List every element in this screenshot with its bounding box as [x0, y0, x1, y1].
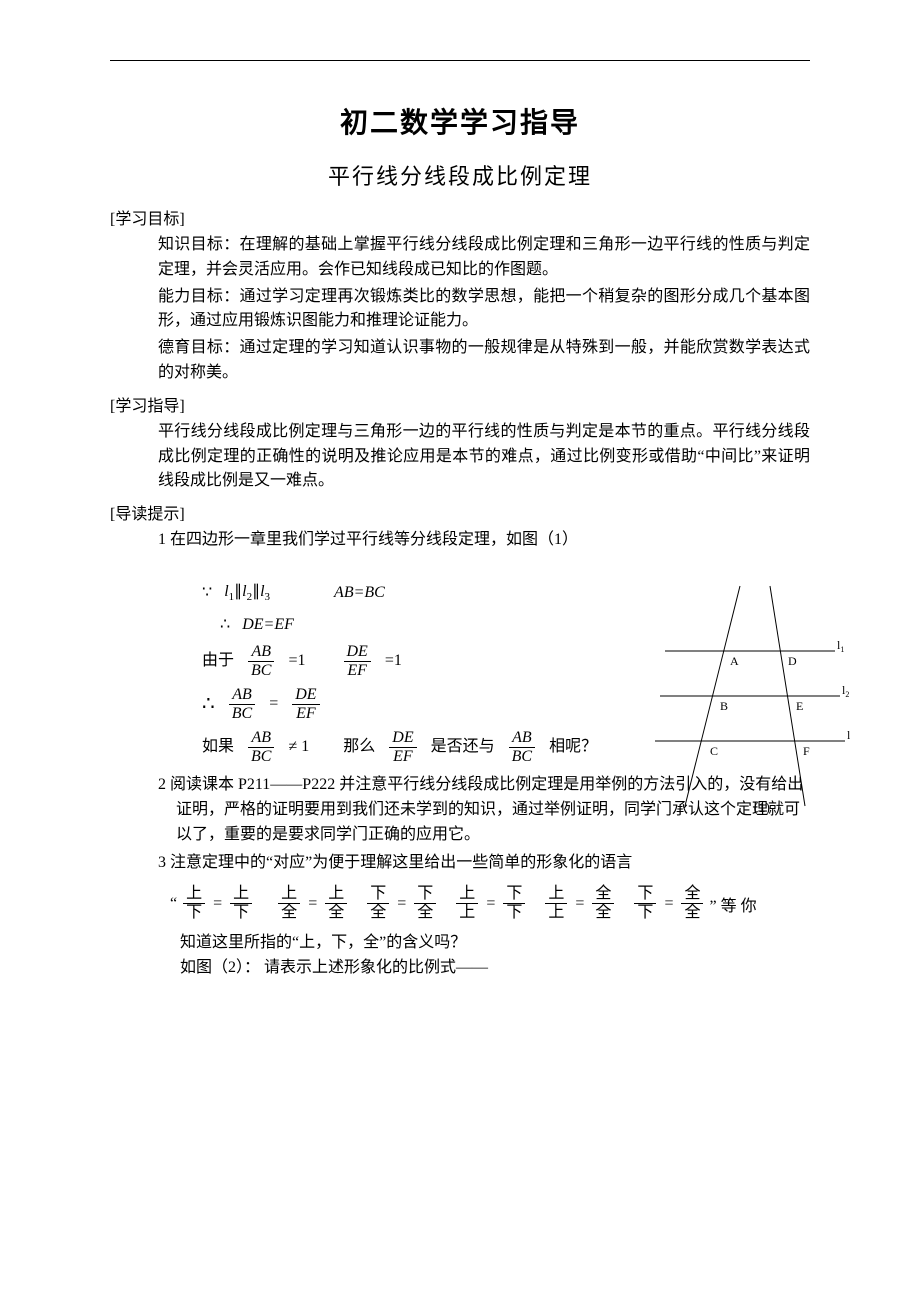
eq1b: =1	[385, 650, 402, 672]
label-E: E	[796, 699, 803, 713]
ratio-1l: 上下	[183, 886, 205, 921]
label-C: C	[710, 744, 718, 758]
figure-1: A B C D E F l1 l2 l3	[630, 581, 850, 841]
then-text: 那么	[343, 736, 375, 758]
top-horizontal-rule	[110, 60, 810, 61]
ratio-5r: 全全	[592, 886, 614, 921]
label-A: A	[730, 654, 739, 668]
figure-1-caption: (1)	[754, 801, 770, 817]
ratio-6r: 全全	[681, 886, 703, 921]
ratio-4l: 上上	[456, 886, 478, 921]
goal-ability: 能力目标：通过学习定理再次锻炼类比的数学思想，能把一个稍复杂的图形分成几个基本图…	[158, 285, 810, 335]
label-B: B	[720, 699, 728, 713]
since-text: 由于	[202, 650, 234, 672]
ratio-3r: 下全	[414, 886, 436, 921]
guide-p1: 平行线分线段成比例定理与三角形一边的平行线的性质与判定是本节的重点。平行线分线段…	[158, 420, 810, 494]
if-text: 如果	[202, 736, 234, 758]
because-symbol: ∵	[202, 582, 212, 604]
ab-eq-bc: AB=BC	[334, 582, 385, 604]
math-derivation: ∵ l1∥l2∥l3 AB=BC ∴ DE=EF 由于 ABBC =1 DEEF…	[202, 581, 632, 765]
frac-de-ef-3: DEEF	[389, 730, 416, 765]
neq-1: ≠ 1	[288, 736, 309, 758]
parallel-statement: l1∥l2∥l3	[224, 581, 270, 606]
tail-question-1: 知道这里所指的“上，下，全”的含义吗？	[180, 931, 810, 956]
open-quote: “	[170, 895, 177, 913]
ratio-2l: 上全	[278, 886, 300, 921]
frac-de-ef-1: DEEF	[344, 644, 371, 679]
goals-body: 知识目标：在理解的基础上掌握平行线分线段成比例定理和三角形一边平行线的性质与判定…	[158, 233, 810, 386]
label-l2: l2	[842, 683, 849, 699]
label-l3: l3	[847, 728, 850, 744]
eq-sign: =	[269, 693, 278, 715]
goal-moral: 德育目标：通过定理的学习知道认识事物的一般规律是从特殊到一般，并能欣赏数学表达式…	[158, 336, 810, 386]
section-guide-label: [学习指导]	[110, 392, 810, 416]
therefore-symbol-1: ∴	[220, 614, 230, 636]
tail-question-2: 如图（2）： 请表示上述形象化的比例式——	[180, 956, 810, 981]
section-goals-label: [学习目标]	[110, 205, 810, 229]
eq1a: =1	[288, 650, 305, 672]
de-eq-ef: DE=EF	[242, 614, 294, 636]
document-subtitle: 平行线分线段成比例定理	[110, 159, 810, 191]
goal-knowledge: 知识目标：在理解的基础上掌握平行线分线段成比例定理和三角形一边平行线的性质与判定…	[158, 233, 810, 283]
label-F: F	[803, 744, 810, 758]
ratio-5l: 上上	[545, 886, 567, 921]
section-read-label: [导读提示]	[110, 500, 810, 524]
document-title: 初二数学学习指导	[110, 101, 810, 141]
label-l1: l1	[837, 638, 844, 654]
ratio-4r: 下下	[503, 886, 525, 921]
ratio-6l: 下下	[634, 886, 656, 921]
guide-body: 平行线分线段成比例定理与三角形一边的平行线的性质与判定是本节的重点。平行线分线段…	[158, 420, 810, 494]
frac-ab-bc-3: ABBC	[248, 730, 274, 765]
ratio-1r: 上下	[230, 886, 252, 921]
still-with-text: 是否还与	[431, 736, 495, 758]
ratio-expressions: “ 上下 = 上下 上全 = 上全 下全 = 下全 上上 = 下下 上上 = 全…	[170, 886, 810, 921]
frac-ab-bc-4: ABBC	[509, 730, 535, 765]
close-quote-etc: ” 等 你	[709, 892, 756, 916]
read-item-3: 3 注意定理中的“对应”为便于理解这里给出一些简单的形象化的语言	[158, 851, 810, 876]
ratio-2r: 上全	[325, 886, 347, 921]
frac-de-ef-2: DEEF	[292, 687, 319, 722]
ratio-3l: 下全	[367, 886, 389, 921]
question-tail: 相呢？	[549, 736, 597, 758]
frac-ab-bc-1: ABBC	[248, 644, 274, 679]
label-D: D	[788, 654, 797, 668]
read-item-1: 1 在四边形一章里我们学过平行线等分线段定理，如图（1）	[158, 528, 810, 553]
therefore-symbol-2: ∴	[202, 690, 215, 718]
frac-ab-bc-2: ABBC	[229, 687, 255, 722]
